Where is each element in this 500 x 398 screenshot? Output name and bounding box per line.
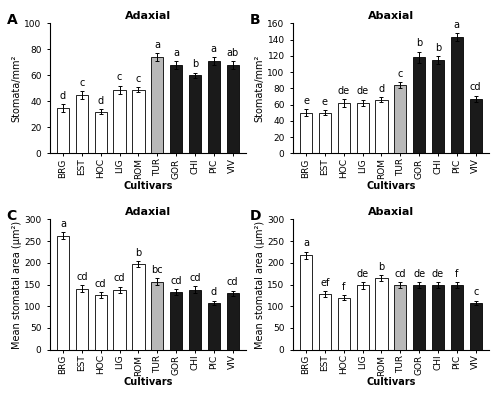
Bar [450,285,463,349]
X-axis label: Cultivars: Cultivars [366,377,416,387]
Text: de: de [338,86,350,96]
Text: cd: cd [95,279,106,289]
Bar [470,99,482,153]
Text: d: d [60,91,66,101]
Text: de: de [432,269,444,279]
Y-axis label: Mean stomatal area (µm²): Mean stomatal area (µm²) [12,220,22,349]
Bar [189,290,201,349]
Bar [170,292,182,349]
Bar [151,281,164,349]
Text: D: D [250,209,262,223]
Text: c: c [79,78,84,88]
Y-axis label: Mean stomatal area (µm²): Mean stomatal area (µm²) [254,220,264,349]
Bar [208,61,220,153]
Text: a: a [303,238,309,248]
Text: de: de [356,269,368,279]
Text: d: d [378,84,384,94]
Text: b: b [378,262,384,272]
Y-axis label: Stomata/mm²: Stomata/mm² [254,55,264,122]
X-axis label: Cultivars: Cultivars [123,181,172,191]
Bar [94,112,107,153]
Bar [300,113,312,153]
Bar [76,95,88,153]
Bar [376,278,388,349]
Text: a: a [454,20,460,30]
Text: de: de [356,86,368,96]
Text: B: B [250,13,260,27]
Text: c: c [398,68,403,78]
Bar [413,285,426,349]
Bar [114,90,126,153]
Title: Abaxial: Abaxial [368,11,414,21]
Text: cd: cd [394,269,406,279]
Text: d: d [98,96,104,106]
Bar [450,37,463,153]
Bar [319,294,331,349]
Text: a: a [211,44,217,54]
Text: c: c [136,74,141,84]
Text: C: C [6,209,17,223]
Bar [208,303,220,349]
Text: cd: cd [227,277,238,287]
Title: Adaxial: Adaxial [125,11,171,21]
Text: c: c [117,72,122,82]
Text: f: f [455,269,458,279]
Bar [94,295,107,349]
Bar [226,65,239,153]
Bar [338,103,350,153]
Text: cd: cd [189,273,200,283]
Bar [376,100,388,153]
Bar [356,103,369,153]
Text: b: b [416,39,422,49]
X-axis label: Cultivars: Cultivars [123,377,172,387]
Bar [356,285,369,349]
Bar [170,65,182,153]
Text: A: A [6,13,18,27]
Title: Adaxial: Adaxial [125,207,171,217]
Bar [132,264,144,349]
Bar [57,108,69,153]
Text: cd: cd [170,276,182,286]
Text: a: a [173,48,179,58]
Bar [432,60,444,153]
Text: b: b [192,59,198,70]
Bar [394,285,406,349]
Bar [413,57,426,153]
Text: ef: ef [320,278,330,288]
Bar [338,298,350,349]
Bar [319,113,331,153]
Text: cd: cd [470,82,482,92]
Y-axis label: Stomata/mm²: Stomata/mm² [12,55,22,122]
Bar [151,57,164,153]
Text: ab: ab [226,48,239,58]
Text: f: f [342,282,345,292]
Text: b: b [136,248,141,258]
Bar [132,90,144,153]
Text: d: d [210,287,217,297]
Text: cd: cd [76,272,88,282]
Text: bc: bc [152,265,163,275]
Bar [76,289,88,349]
Bar [57,236,69,349]
Text: cd: cd [114,273,126,283]
Bar [432,285,444,349]
Text: a: a [60,219,66,229]
Bar [226,293,239,349]
Text: de: de [413,269,425,279]
Bar [300,255,312,349]
Text: c: c [473,287,478,297]
Bar [394,85,406,153]
Text: e: e [322,97,328,107]
Bar [114,290,126,349]
Bar [470,303,482,349]
Bar [189,75,201,153]
Text: a: a [154,40,160,50]
Text: e: e [303,96,309,106]
Text: b: b [435,43,441,53]
X-axis label: Cultivars: Cultivars [366,181,416,191]
Title: Abaxial: Abaxial [368,207,414,217]
